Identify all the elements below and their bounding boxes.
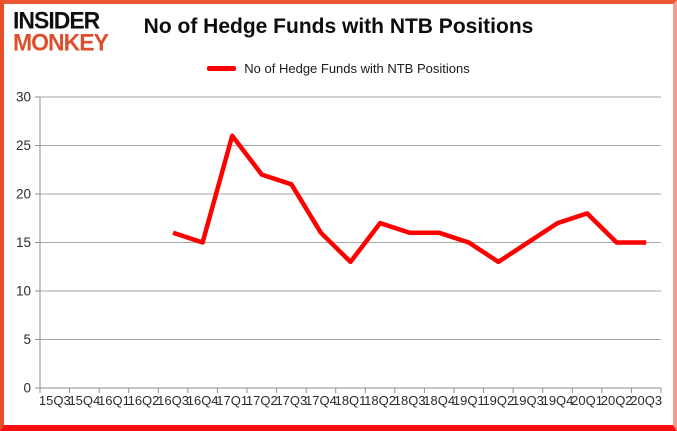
x-axis-label: 20Q1	[571, 393, 603, 408]
y-axis-label: 30	[16, 90, 31, 105]
x-axis-label: 16Q1	[98, 393, 130, 408]
series-line	[172, 133, 647, 265]
chart-title: No of Hedge Funds with NTB Positions	[143, 15, 534, 38]
logo-insider-text: INSIDER	[13, 6, 100, 34]
x-axis-label: 19Q4	[542, 393, 574, 408]
x-axis-label: 16Q4	[187, 393, 219, 408]
x-axis-label: 15Q4	[68, 393, 100, 408]
y-axis-label: 25	[16, 138, 31, 153]
y-axis-label: 10	[16, 284, 31, 299]
y-axis-label: 15	[16, 235, 31, 250]
x-axis-label: 19Q2	[482, 393, 514, 408]
insider-monkey-logo: INSIDER MONKEY	[13, 6, 109, 56]
legend-label: No of Hedge Funds with NTB Positions	[244, 61, 470, 76]
x-axis-label: 18Q4	[423, 393, 455, 408]
legend-line-swatch	[207, 66, 237, 71]
y-axis-label: 0	[23, 381, 31, 396]
x-axis-label: 16Q3	[157, 393, 189, 408]
x-axis-label: 17Q1	[216, 393, 248, 408]
line-chart: 0 5 10 15 20 25 30 15Q315Q416Q116Q216Q316Q417Q1…	[16, 90, 662, 409]
x-axis-label: 15Q3	[39, 393, 71, 408]
y-axis-label: 20	[16, 187, 31, 202]
y-axis-label: 5	[23, 332, 31, 347]
x-axis-label: 18Q3	[394, 393, 426, 408]
chart-legend: No of Hedge Funds with NTB Positions	[4, 61, 673, 76]
x-axis-label: 19Q3	[512, 393, 544, 408]
x-axis-label: 17Q3	[275, 393, 307, 408]
x-axis-label: 16Q2	[128, 393, 160, 408]
x-axis-label: 20Q2	[601, 393, 633, 408]
x-axis-label: 19Q1	[453, 393, 485, 408]
x-axis-label: 17Q4	[305, 393, 337, 408]
x-axis-label: 18Q1	[335, 393, 367, 408]
logo-monkey-text: MONKEY	[13, 28, 109, 56]
x-axis-label: 18Q2	[364, 393, 396, 408]
x-axis-label: 20Q3	[630, 393, 662, 408]
x-axis-label: 17Q2	[246, 393, 278, 408]
